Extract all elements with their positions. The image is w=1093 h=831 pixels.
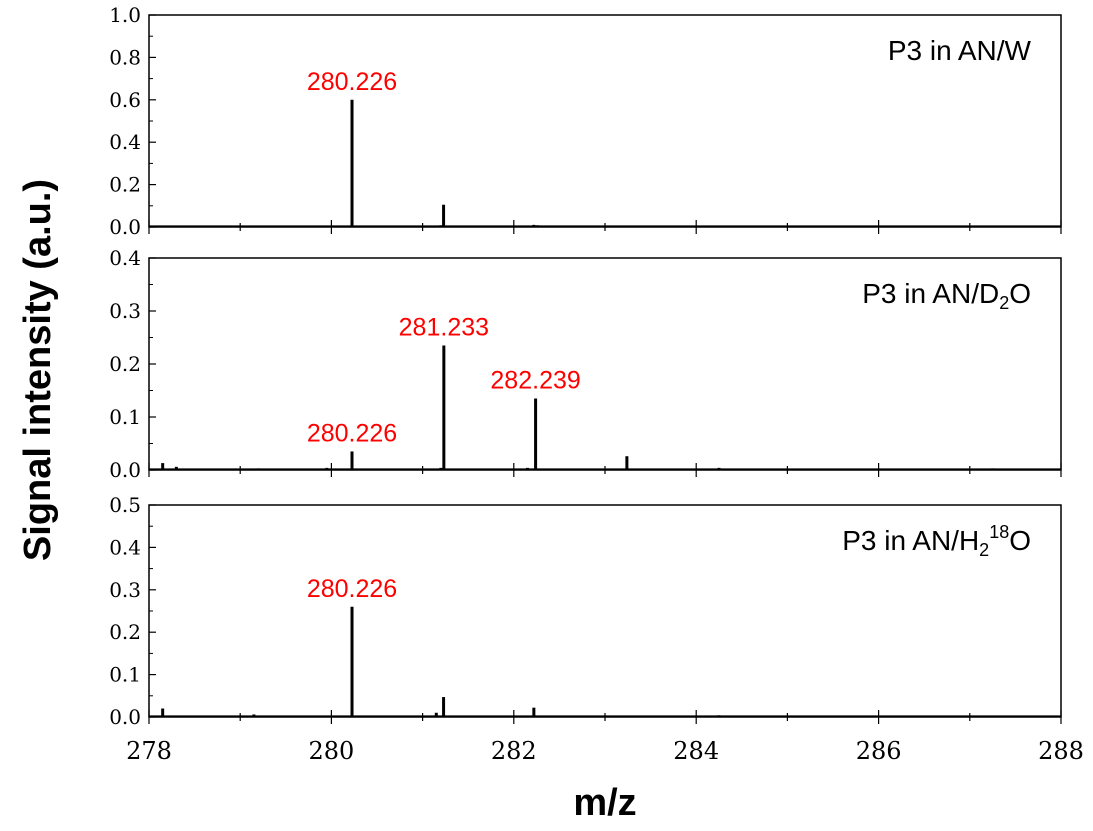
panel-title: P3 in AN/H218O: [842, 522, 1031, 560]
peak-label: 280.226: [307, 68, 397, 96]
y-axis-title: Signal intensity (a.u.): [17, 179, 59, 561]
panel-1: 0.0 0.2 0.4 0.6 0.8 1.0 280.226 P3 in AN/W: [109, 3, 1062, 239]
peak-label: 281.233: [399, 313, 489, 341]
panel-title: P3 in AN/D2O: [862, 278, 1031, 313]
y-tick-label: 0.4: [109, 535, 141, 559]
x-tick-label: 284: [673, 737, 719, 765]
y-tick-label: 0.8: [109, 45, 141, 69]
y-tick-label: 0.3: [109, 299, 141, 323]
x-tick-label: 282: [491, 737, 537, 765]
y-tick-label: 0.0: [109, 215, 141, 239]
y-tick-label: 0.5: [109, 493, 141, 517]
y-tick-label: 0.1: [109, 405, 141, 429]
panel-3: 0.0 0.1 0.2 0.3 0.4 0.5 280.226 P3 in AN/H218O: [109, 493, 1062, 729]
y-tick-label: 0.2: [109, 352, 141, 376]
panel-title: P3 in AN/W: [888, 35, 1032, 66]
x-tick-label: 280: [308, 737, 354, 765]
x-tick-label: 278: [126, 737, 172, 765]
peak-label: 282.239: [490, 366, 580, 394]
y-tick-label: 0.2: [109, 620, 141, 644]
x-tick-label: 288: [1038, 737, 1084, 765]
peak-label: 280.226: [307, 419, 397, 447]
y-tick-label: 0.3: [109, 578, 141, 602]
y-tick-label: 0.6: [109, 88, 141, 112]
y-tick-label: 0.1: [109, 663, 141, 687]
y-tick-label: 1.0: [109, 3, 141, 27]
y-tick-label: 0.0: [109, 705, 141, 729]
peak-label: 280.226: [307, 575, 397, 603]
y-tick-label: 0.2: [109, 173, 141, 197]
x-axis-title: m/z: [573, 782, 636, 824]
y-tick-label: 0.4: [109, 246, 141, 270]
y-tick-label: 0.0: [109, 458, 141, 482]
x-tick-label: 286: [856, 737, 902, 765]
y-tick-label: 0.4: [109, 130, 141, 154]
